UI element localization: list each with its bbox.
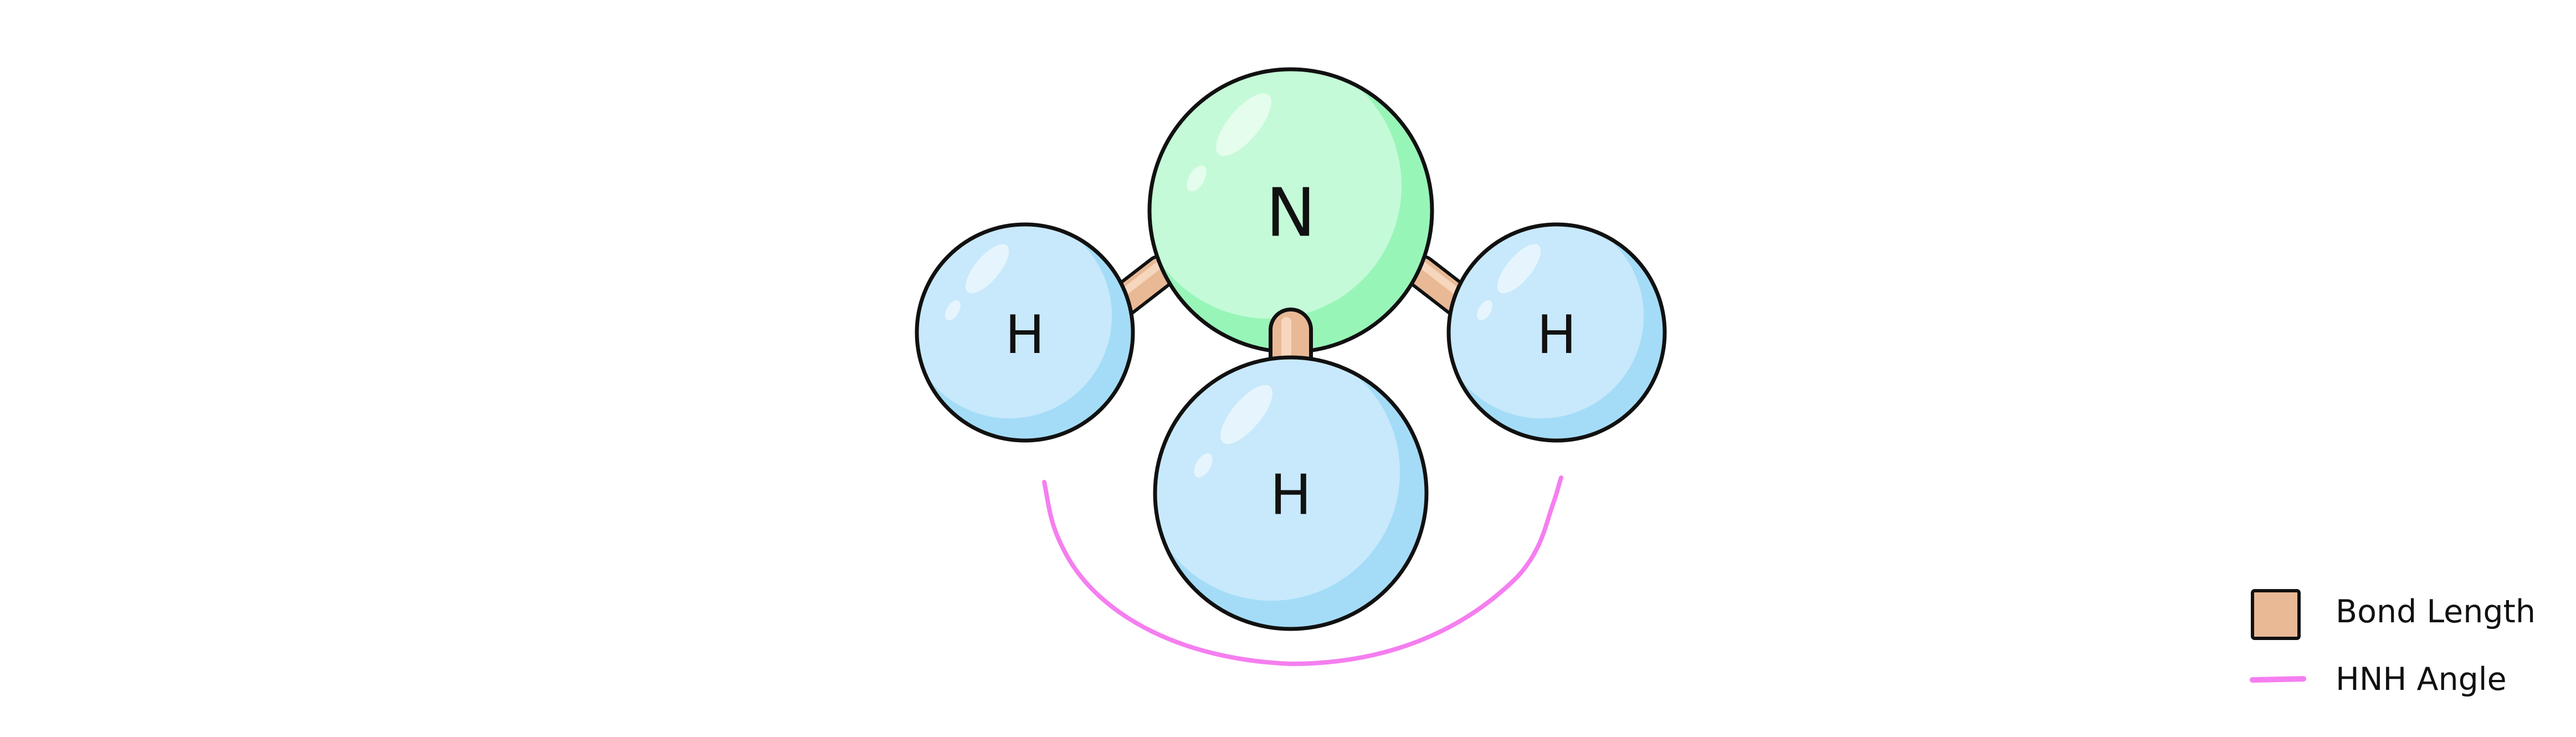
nitrogen-atom: N [1147,67,1434,354]
legend-label-bond-length: Bond Length [2336,593,2536,630]
legend-label-hnh-angle: HNH Angle [2336,661,2507,698]
hnh-angle-swatch [2250,676,2306,683]
hydrogen-atom-front: H [1153,355,1429,631]
atom-label-h-right: H [1537,305,1576,366]
hydrogen-atom-left: H [915,222,1135,443]
hnh-angle-arc [1042,475,1563,667]
atom-label-h-left: H [1005,305,1044,366]
hydrogen-atom-right: H [1446,222,1667,443]
legend-item-hnh-angle: HNH Angle [2250,661,2507,698]
atom-label-n: N [1266,175,1316,252]
bond-length-swatch [2251,589,2301,640]
legend-item-bond-length: Bond Length [2251,589,2536,640]
atom-label-h-front: H [1270,463,1311,528]
legend: Bond Length HNH Angle [2250,589,2536,698]
